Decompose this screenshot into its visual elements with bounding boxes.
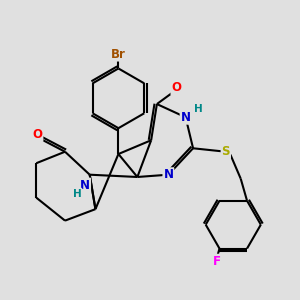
Text: N: N [80, 178, 90, 191]
Text: N: N [181, 111, 190, 124]
Text: H: H [194, 104, 203, 114]
Text: Br: Br [111, 48, 126, 61]
Text: N: N [164, 168, 173, 181]
Text: H: H [73, 189, 81, 199]
Text: O: O [32, 128, 42, 141]
Text: F: F [213, 255, 220, 268]
Text: S: S [222, 145, 230, 158]
Text: O: O [171, 82, 182, 94]
